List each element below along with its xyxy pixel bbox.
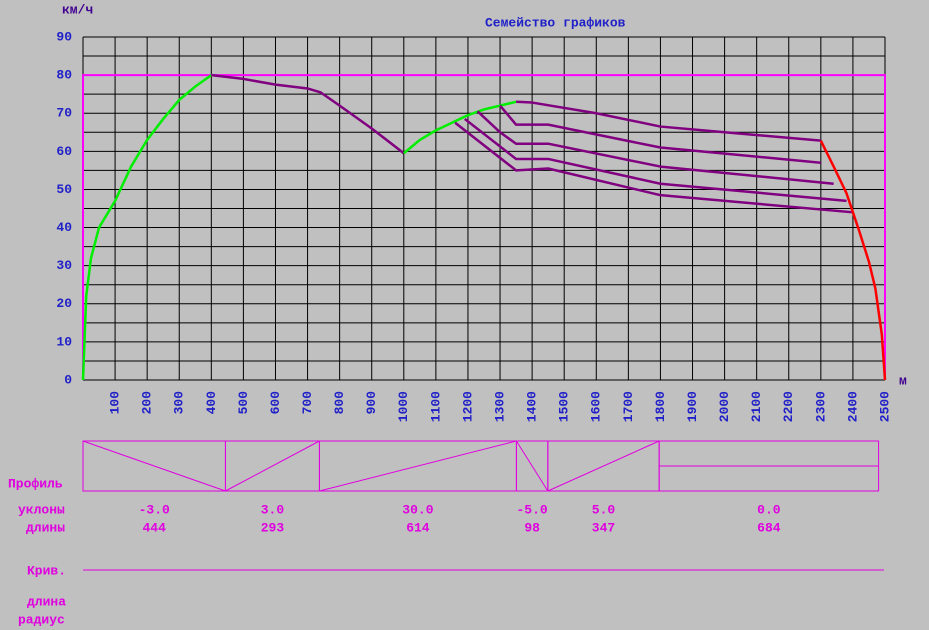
- speed-curve: [81, 74, 213, 381]
- curves-label: Крив.: [27, 563, 66, 578]
- length-value: 614: [406, 520, 430, 535]
- length-value: 293: [261, 520, 285, 535]
- grade-value: 5.0: [592, 502, 616, 517]
- length-value: 347: [592, 520, 615, 535]
- y-tick-label: 0: [64, 372, 72, 387]
- y-tick-label: 80: [56, 68, 72, 83]
- y-tick-label: 10: [56, 334, 72, 349]
- x-tick-label: 1100: [428, 391, 443, 422]
- x-tick-label: 600: [268, 391, 283, 415]
- speed-curve: [499, 104, 821, 165]
- grade-value: 30.0: [402, 502, 433, 517]
- grade-value: -3.0: [139, 502, 170, 517]
- y-tick-label: 30: [56, 258, 72, 273]
- y-tick-label: 90: [56, 29, 72, 44]
- x-tick-label: 100: [108, 391, 123, 415]
- profile-slope: [319, 440, 517, 492]
- x-tick-label: 2400: [845, 391, 860, 422]
- x-tick-label: 500: [236, 391, 251, 415]
- x-tick-label: 1500: [557, 391, 572, 422]
- x-tick-label: 1400: [525, 391, 540, 422]
- profile-slope: [225, 440, 320, 492]
- x-tick-label: 2300: [813, 391, 828, 422]
- x-tick-label: 1600: [589, 391, 604, 422]
- y-tick-label: 50: [56, 182, 72, 197]
- y-axis-label: км/ч: [62, 2, 93, 17]
- speed-curve: [516, 100, 821, 142]
- x-tick-label: 400: [204, 391, 219, 415]
- x-tick-label: 900: [364, 391, 379, 415]
- x-tick-label: 300: [172, 391, 187, 415]
- y-tick-label: 40: [56, 220, 72, 235]
- chart-title: Семейство графиков: [485, 15, 626, 30]
- grade-value: 3.0: [261, 502, 285, 517]
- x-tick-label: 2500: [877, 391, 892, 422]
- x-tick-label: 800: [332, 391, 347, 415]
- x-tick-label: 1300: [492, 391, 507, 422]
- length-value: 98: [524, 520, 540, 535]
- curve-radius-label: радиус: [18, 612, 65, 627]
- x-tick-label: 1700: [621, 391, 636, 422]
- profile-label: Профиль: [8, 476, 63, 491]
- x-tick-label: 1200: [460, 391, 475, 422]
- speed-curve: [403, 100, 517, 155]
- profile-slope: [82, 440, 226, 492]
- x-tick-label: 2200: [781, 391, 796, 422]
- profile-slope: [547, 440, 660, 492]
- x-tick-label: 1800: [653, 391, 668, 422]
- y-tick-label: 20: [56, 296, 72, 311]
- y-tick-label: 60: [56, 144, 72, 159]
- grade-value: -5.0: [517, 502, 548, 517]
- speed-curve: [476, 110, 834, 185]
- x-tick-label: 2100: [749, 391, 764, 422]
- profile-slope: [515, 440, 549, 492]
- x-tick-label: 1900: [685, 391, 700, 422]
- x-tick-label: 200: [140, 391, 155, 415]
- x-axis-label: м: [899, 373, 907, 388]
- curve-length-label: длина: [27, 594, 66, 609]
- grade-value: 0.0: [757, 502, 781, 517]
- length-value: 444: [143, 520, 167, 535]
- y-tick-label: 70: [56, 106, 72, 121]
- speed-curve: [463, 117, 847, 203]
- speed-curve: [454, 121, 854, 214]
- speed-curve: [211, 73, 405, 155]
- lengths-label: длины: [26, 520, 65, 535]
- x-tick-label: 2000: [717, 391, 732, 422]
- x-tick-label: 1000: [396, 391, 411, 422]
- length-value: 684: [757, 520, 781, 535]
- grades-label: уклоны: [18, 502, 65, 517]
- speed-limit: [82, 74, 886, 380]
- speed-curve: [819, 140, 887, 381]
- x-tick-label: 700: [300, 391, 315, 415]
